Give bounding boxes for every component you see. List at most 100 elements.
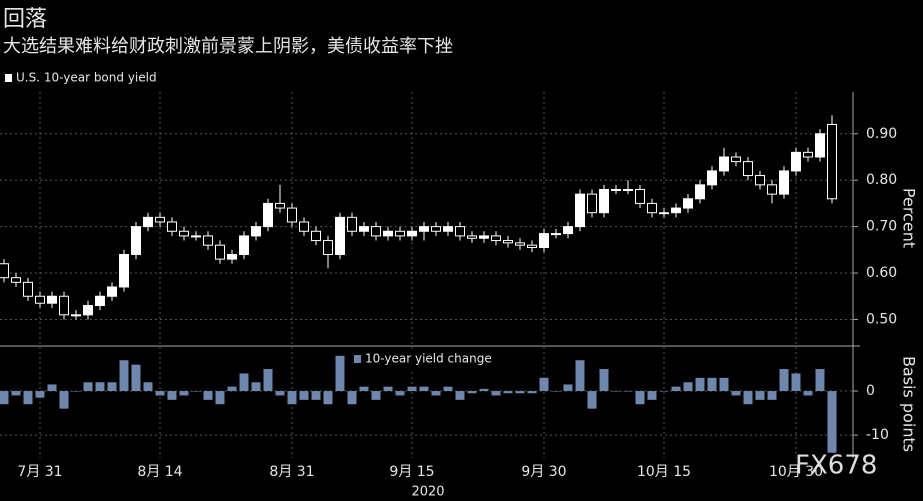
candle-body [311, 230, 321, 242]
bar [599, 369, 609, 392]
candle-body [611, 188, 621, 191]
candle-body [143, 216, 153, 228]
candle-body [23, 281, 33, 297]
bar [119, 360, 129, 392]
bar [251, 382, 261, 392]
candle-body [587, 193, 597, 214]
candle-body [731, 156, 741, 163]
bar [227, 386, 237, 392]
x-tick-label: 8月 31 [269, 464, 314, 480]
candle-body [59, 295, 69, 316]
candle-body [743, 161, 753, 177]
candle-body [431, 226, 441, 232]
candle-body [323, 240, 333, 255]
x-tick-label: 10月 15 [637, 464, 691, 480]
candle-body [0, 263, 9, 279]
x-axis-label: 2020 [411, 485, 444, 500]
bar [323, 391, 333, 405]
chart-title: 回落 [3, 7, 47, 32]
candle-body [491, 235, 501, 242]
bar [59, 391, 69, 409]
candle-body [563, 226, 573, 235]
bar [455, 391, 465, 400]
x-tick-label: 8月 14 [137, 464, 182, 480]
bar [239, 373, 249, 392]
candle-body [443, 226, 453, 232]
y-tick-label: -10 [866, 427, 889, 443]
y-axis-label: Percent [900, 188, 919, 248]
candle-body [407, 230, 417, 237]
candle-body [347, 216, 357, 232]
y-axis-label: Basis points [900, 356, 919, 452]
candle-body [227, 253, 237, 260]
legend-label: U.S. 10-year bond yield [16, 71, 157, 85]
candle-body [707, 170, 717, 186]
bar [731, 391, 741, 396]
candle-body [107, 286, 117, 297]
candle-body [35, 295, 45, 304]
bar [179, 391, 189, 396]
candle-body [179, 230, 189, 237]
legend-swatch [5, 74, 12, 82]
bar [143, 382, 153, 392]
candle-body [299, 221, 309, 232]
bar [0, 391, 9, 405]
candle-body [11, 277, 21, 283]
candle-body [659, 212, 669, 215]
candle-body [623, 188, 633, 191]
bar [611, 391, 621, 392]
candle-body [647, 202, 657, 214]
x-tick-label: 9月 15 [389, 464, 434, 480]
candle-body [71, 314, 81, 317]
bar [383, 386, 393, 392]
bar [431, 391, 441, 396]
candle-body [791, 151, 801, 172]
candle-body [575, 193, 585, 228]
y-tick-label: 0.80 [866, 172, 897, 188]
x-tick-label: 10月 30 [769, 464, 823, 480]
bar [815, 369, 825, 392]
bar [767, 391, 777, 400]
bar [35, 391, 45, 398]
bar [803, 391, 813, 396]
bar [347, 391, 357, 405]
bar [395, 391, 405, 396]
bar [479, 388, 489, 392]
bar [359, 386, 369, 392]
chart-subtitle: 大选结果难料给财政刺激前景蒙上阴影，美债收益率下挫 [3, 36, 453, 57]
candle-body [131, 226, 141, 255]
bar [647, 391, 657, 400]
candle-body [47, 295, 57, 304]
candle-body [827, 123, 837, 200]
bar [443, 386, 453, 392]
y-tick-label: 0.90 [866, 126, 897, 142]
bar [299, 391, 309, 400]
bar [419, 386, 429, 392]
candle-body [779, 170, 789, 195]
candle-body [275, 202, 285, 209]
bar [707, 377, 717, 392]
candle-body [263, 202, 273, 228]
bar [71, 391, 81, 392]
bar [107, 382, 117, 392]
bar [335, 355, 345, 392]
candle-body [251, 226, 261, 237]
bar [635, 391, 645, 405]
candle-body [167, 221, 177, 232]
y-tick-label: 0 [866, 383, 875, 399]
candle-body [815, 133, 825, 158]
bar [83, 382, 93, 392]
bar [203, 391, 213, 400]
bar [215, 391, 225, 405]
bar [551, 391, 561, 392]
x-tick-label: 9月 30 [521, 464, 566, 480]
candle-body [191, 235, 201, 238]
candle-body [95, 295, 105, 307]
bar [671, 386, 681, 392]
bar [587, 391, 597, 409]
bar [791, 373, 801, 392]
legend-swatch [354, 355, 361, 363]
candle-body [335, 216, 345, 255]
